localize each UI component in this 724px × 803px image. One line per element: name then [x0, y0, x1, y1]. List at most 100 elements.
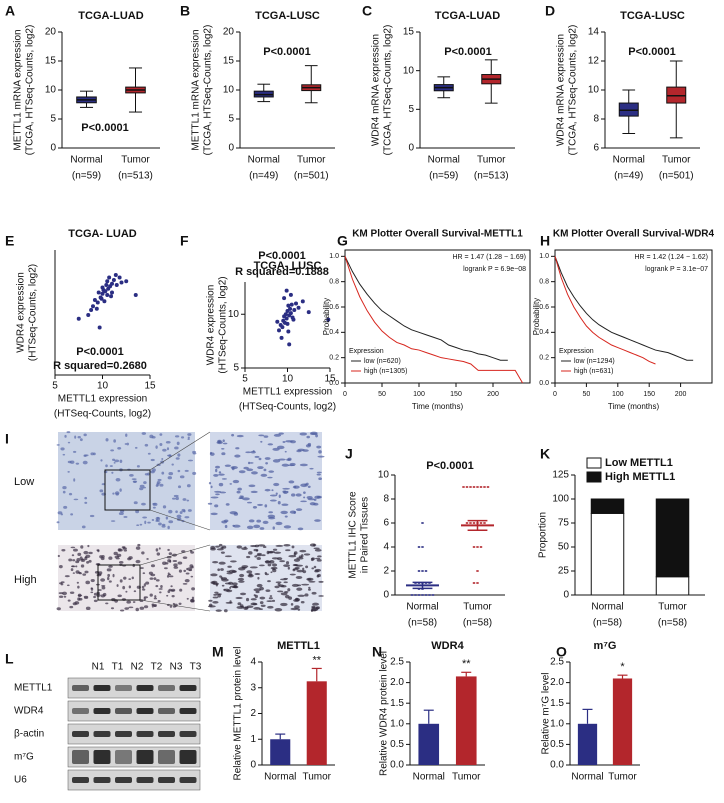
ihc-cell	[186, 597, 189, 600]
ihc-cell	[317, 555, 322, 558]
ihc-cell	[146, 558, 149, 560]
ihc-connector	[149, 431, 211, 471]
ihc-cell	[57, 554, 60, 558]
y-tick-label: 1.0	[329, 253, 339, 260]
ihc-cell	[272, 568, 276, 570]
blot-band	[115, 777, 132, 783]
blot-row-label: WDR4	[14, 706, 44, 717]
ihc-cell	[292, 564, 299, 567]
point	[95, 300, 100, 305]
ihc-connector	[149, 509, 211, 531]
ihc-cell	[139, 487, 144, 491]
ihc-cell	[176, 441, 180, 446]
ihc-cell	[60, 447, 65, 451]
point	[472, 582, 476, 584]
bar	[418, 723, 440, 765]
y-tick-label: 4	[383, 542, 389, 553]
ihc-cell	[273, 551, 282, 554]
x-tick-label: 100	[413, 391, 425, 398]
ihc-cell	[64, 575, 70, 578]
survival-curve	[344, 256, 524, 384]
ihc-cell	[67, 460, 72, 464]
blot-band	[158, 777, 175, 783]
significance: **	[312, 654, 321, 666]
ihc-cell	[108, 565, 113, 568]
x-tick-label: 10	[97, 381, 109, 392]
panel-label: N	[372, 644, 382, 660]
ihc-cell	[82, 573, 87, 576]
ihc-cell	[316, 473, 321, 476]
ihc-cell	[277, 590, 284, 593]
ihc-cell	[254, 594, 258, 599]
ihc-cell	[125, 433, 128, 437]
ihc-cell	[124, 607, 130, 610]
x-tick-label: 15	[144, 381, 156, 392]
ihc-cell	[228, 569, 237, 573]
legend-title: Expression	[559, 348, 594, 355]
y-tick-label: 1.5	[390, 698, 404, 709]
point	[483, 522, 486, 524]
point	[113, 273, 118, 277]
ihc-cell	[256, 519, 262, 523]
ihc-cell	[159, 483, 164, 487]
ihc-cell	[285, 440, 293, 443]
bar	[577, 723, 598, 765]
y-tick-label: 15	[45, 56, 57, 67]
point	[111, 278, 116, 282]
ihc-cell	[277, 501, 281, 505]
y-tick-label: 15	[223, 56, 235, 67]
point	[479, 546, 483, 548]
ihc-cell	[192, 450, 197, 454]
ihc-cell	[302, 570, 307, 574]
x-tick-label: Normal	[264, 772, 296, 783]
ihc-cell	[222, 439, 225, 443]
ihc-cell	[144, 520, 147, 525]
ihc-cell	[125, 590, 128, 593]
ihc-cell	[281, 463, 290, 467]
ihc-cell	[139, 484, 145, 488]
ihc-cell	[223, 519, 229, 523]
ihc-cell	[214, 591, 219, 594]
ihc-cell	[160, 584, 163, 589]
ihc-cell	[172, 560, 178, 563]
blot-band	[158, 685, 175, 691]
point	[479, 486, 483, 488]
x-tick-label: Tumor	[658, 602, 687, 613]
ihc-cell	[156, 552, 161, 556]
point	[472, 546, 476, 548]
x-tick-label: Tumor	[477, 155, 506, 166]
ihc-cell	[246, 570, 253, 574]
ihc-cell	[267, 514, 276, 519]
ihc-cell	[99, 489, 104, 493]
point	[100, 291, 105, 296]
ihc-cell	[162, 561, 167, 566]
ihc-inset	[104, 469, 151, 511]
ihc-cell	[168, 575, 174, 578]
ihc-cell	[239, 573, 245, 578]
ihc-cell	[279, 560, 286, 563]
point	[292, 307, 297, 312]
ihc-inset	[97, 564, 141, 601]
blot-band	[179, 777, 197, 783]
ihc-cell	[159, 443, 163, 447]
point	[417, 594, 421, 596]
y-tick-label: 0.2	[329, 355, 339, 362]
y-tick-label: 0.0	[329, 380, 339, 387]
ihc-cell	[111, 471, 114, 474]
ihc-cell	[143, 605, 149, 609]
point	[279, 335, 284, 340]
ihc-cell	[270, 571, 273, 574]
ihc-cell	[115, 557, 120, 560]
point	[326, 317, 331, 322]
ihc-cell	[67, 441, 71, 444]
ihc-cell	[179, 475, 185, 479]
ihc-cell	[254, 573, 261, 575]
x-tick-label: Normal	[613, 155, 645, 166]
ihc-cell	[131, 478, 137, 480]
blot-strip	[67, 769, 201, 791]
ihc-cell	[109, 465, 113, 467]
ihc-cell	[135, 607, 140, 612]
point	[280, 325, 285, 330]
ihc-cell	[271, 489, 274, 492]
point	[424, 594, 428, 596]
